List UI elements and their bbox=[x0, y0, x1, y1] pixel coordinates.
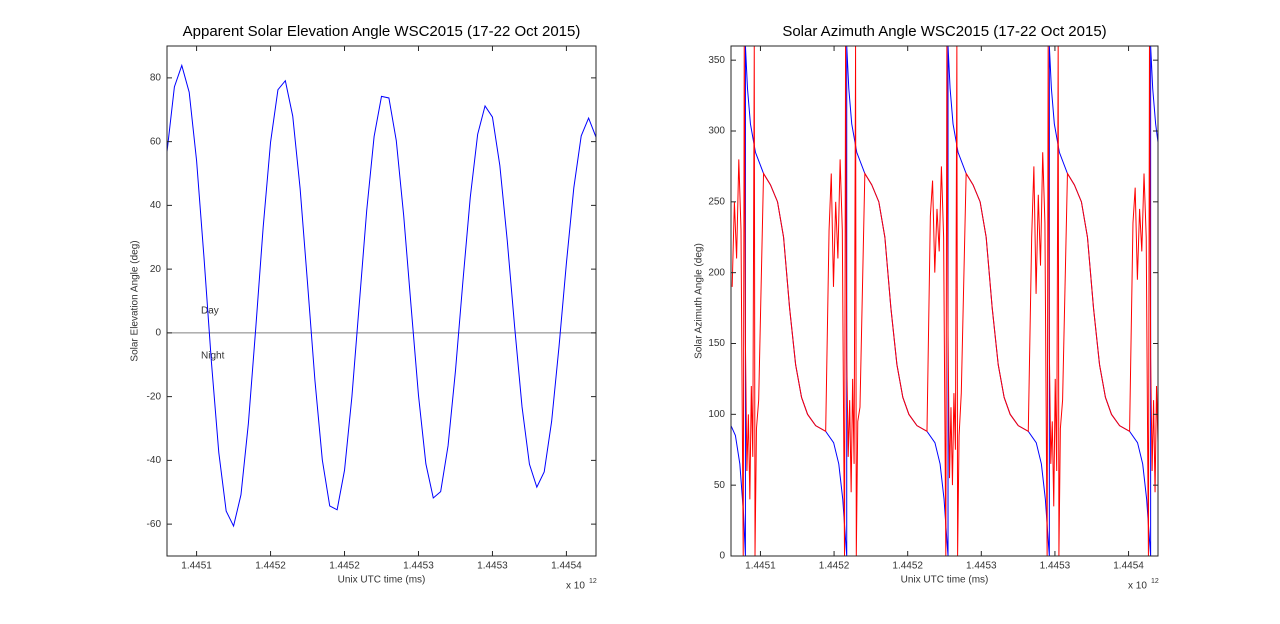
x-tick-label: 1.4453 bbox=[1040, 561, 1071, 572]
y-tick-label: 60 bbox=[150, 136, 162, 147]
x-tick-label: 1.4453 bbox=[403, 561, 434, 572]
x-tick-label: 1.4452 bbox=[819, 561, 850, 572]
chart-title: Apparent Solar Elevation Angle WSC2015 (… bbox=[183, 23, 581, 40]
y-tick-label: 200 bbox=[708, 267, 725, 278]
x-tick-label: 1.4454 bbox=[1113, 561, 1144, 572]
y-tick-label: 350 bbox=[708, 55, 725, 66]
x-tick-label: 1.4452 bbox=[329, 561, 360, 572]
y-tick-label: 50 bbox=[714, 480, 726, 491]
y-tick-label: 80 bbox=[150, 73, 162, 84]
annotation: Day bbox=[201, 306, 219, 317]
y-tick-label: -20 bbox=[147, 391, 162, 402]
x-tick-label: 1.4453 bbox=[477, 561, 508, 572]
y-tick-label: -40 bbox=[147, 455, 162, 466]
chart-title: Solar Azimuth Angle WSC2015 (17-22 Oct 2… bbox=[782, 23, 1106, 40]
y-tick-label: 250 bbox=[708, 196, 725, 207]
y-tick-label: 300 bbox=[708, 126, 725, 137]
y-tick-label: 100 bbox=[708, 409, 725, 420]
y-tick-label: -60 bbox=[147, 519, 162, 530]
y-tick-label: 150 bbox=[708, 338, 725, 349]
axes-box bbox=[166, 45, 597, 557]
x-tick-label: 1.4453 bbox=[966, 561, 997, 572]
axes-box bbox=[730, 45, 1159, 557]
x-multiplier: x 10 bbox=[566, 581, 585, 592]
x-axis-label: Unix UTC time (ms) bbox=[338, 575, 426, 586]
y-tick-label: 0 bbox=[155, 328, 161, 339]
y-tick-label: 20 bbox=[150, 264, 162, 275]
y-axis-label: Solar Elevation Angle (deg) bbox=[130, 240, 141, 361]
data-line bbox=[731, 46, 1158, 556]
y-tick-label: 0 bbox=[719, 551, 725, 562]
x-tick-label: 1.4451 bbox=[181, 561, 212, 572]
x-multiplier-exponent: 12 bbox=[1151, 578, 1159, 585]
y-axis-label: Solar Azimuth Angle (deg) bbox=[694, 243, 705, 359]
x-tick-label: 1.4452 bbox=[892, 561, 923, 572]
x-tick-label: 1.4451 bbox=[745, 561, 776, 572]
annotation: Night bbox=[201, 351, 225, 362]
x-multiplier-exponent: 12 bbox=[589, 578, 597, 585]
x-multiplier: x 10 bbox=[1128, 581, 1147, 592]
data-line bbox=[167, 63, 596, 528]
x-tick-label: 1.4452 bbox=[255, 561, 286, 572]
x-axis-label: Unix UTC time (ms) bbox=[901, 575, 989, 586]
y-tick-label: 40 bbox=[150, 200, 162, 211]
x-tick-label: 1.4454 bbox=[551, 561, 582, 572]
